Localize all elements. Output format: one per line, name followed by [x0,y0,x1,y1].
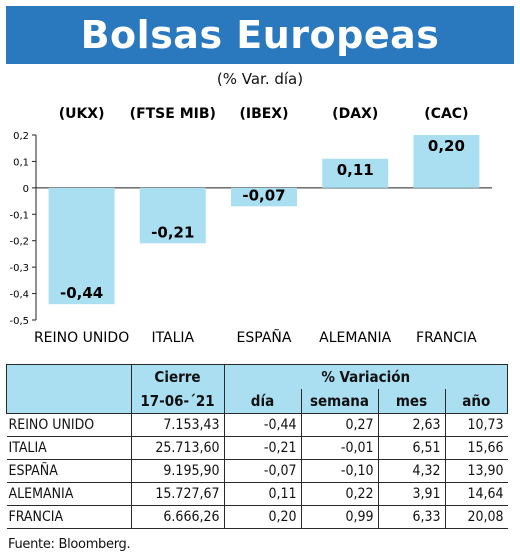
data-label: -0,21 [151,223,194,241]
cell-semana: 0,22 [300,482,378,506]
data-label: -0,07 [242,186,285,204]
cell-ano: 10,73 [444,413,508,437]
cell-dia: 0,20 [223,505,301,529]
index-label: (IBEX) [239,106,288,122]
category-label: REINO UNIDO [34,330,129,346]
blank-header-cell [6,389,132,414]
header-dia: día [223,389,302,414]
y-tick-label: 0 [23,184,29,195]
cell-cierre: 6.666,26 [130,505,224,529]
y-tick-label: -0,4 [9,290,29,301]
header-semana: semana [300,389,379,414]
cell-semana: -0,10 [300,459,378,483]
y-tick-label: 0,1 [13,157,29,168]
header-cierre: Cierre [130,364,225,389]
table-row: FRANCIA 6.666,26 0,20 0,99 6,33 20,08 [6,505,508,529]
cell-mes: 4,32 [377,459,445,483]
row-name: REINO UNIDO [6,413,131,437]
y-tick-label: -0,1 [9,210,29,221]
header-mes: mes [377,389,446,414]
cell-mes: 3,91 [377,482,445,506]
cell-dia: -0,44 [223,413,301,437]
cell-semana: 0,99 [300,505,378,529]
bar [322,158,389,188]
chart-subtitle: (% Var. día) [216,70,304,88]
cell-dia: -0,07 [223,459,301,483]
row-name: ALEMANIA [6,482,131,506]
cell-semana: -0,01 [300,436,378,460]
blank-header-cell [6,364,132,389]
data-label: -0,44 [60,284,103,302]
index-label: (FTSE MIB) [130,106,216,122]
data-label: 0,11 [337,161,374,179]
y-tick-label: -0,2 [9,237,29,248]
row-name: ITALIA [6,436,131,460]
category-label: ESPAÑA [237,329,292,346]
header-ano: año [444,389,508,414]
y-tick-label: -0,5 [9,316,29,327]
cell-dia: -0,21 [223,436,301,460]
cell-cierre: 7.153,43 [130,413,224,437]
index-label: (CAC) [424,106,468,122]
table-row: ITALIA 25.713,60 -0,21 -0,01 6,51 15,66 [6,436,508,460]
cell-ano: 14,64 [444,482,508,506]
index-label: (DAX) [332,106,378,122]
row-name: ESPAÑA [6,459,131,483]
y-tick-label: -0,3 [9,263,29,274]
bar [139,187,206,244]
bar [48,187,115,305]
category-label: FRANCIA [416,330,477,346]
cell-mes: 6,33 [377,505,445,529]
bar-chart: 0,2 0,1 0 -0,1 -0,2 -0,3 -0,4 -0,5 -0,44 (UKX) REI… [9,106,492,346]
cell-mes: 2,63 [377,413,445,437]
bar [231,187,297,207]
category-label: ITALIA [151,330,194,346]
cell-mes: 6,51 [377,436,445,460]
source-note: Fuente: Bloomberg. [8,537,131,552]
cell-cierre: 15.727,67 [130,482,224,506]
category-label: ALEMANIA [319,330,391,346]
row-name: FRANCIA [6,505,131,529]
cell-semana: 0,27 [300,413,378,437]
header-variacion: % Variación [223,364,508,389]
data-label: 0,20 [428,137,465,155]
cell-ano: 20,08 [444,505,508,529]
cell-cierre: 9.195,90 [130,459,224,483]
cell-ano: 13,90 [444,459,508,483]
cell-cierre: 25.713,60 [130,436,224,460]
table-row: ALEMANIA 15.727,67 0,11 0,22 3,91 14,64 [6,482,508,506]
bar [413,135,480,188]
market-table: Cierre % Variación 17-06-´21 día semana … [6,364,508,529]
y-tick-label: 0,2 [13,131,29,142]
cell-dia: 0,11 [223,482,301,506]
title-banner: Bolsas Europeas [6,6,514,64]
index-label: (UKX) [59,106,105,122]
table-row: ESPAÑA 9.195,90 -0,07 -0,10 4,32 13,90 [6,459,508,483]
table-row: REINO UNIDO 7.153,43 -0,44 0,27 2,63 10,… [6,413,508,437]
header-date: 17-06-´21 [130,389,225,414]
cell-ano: 15,66 [444,436,508,460]
